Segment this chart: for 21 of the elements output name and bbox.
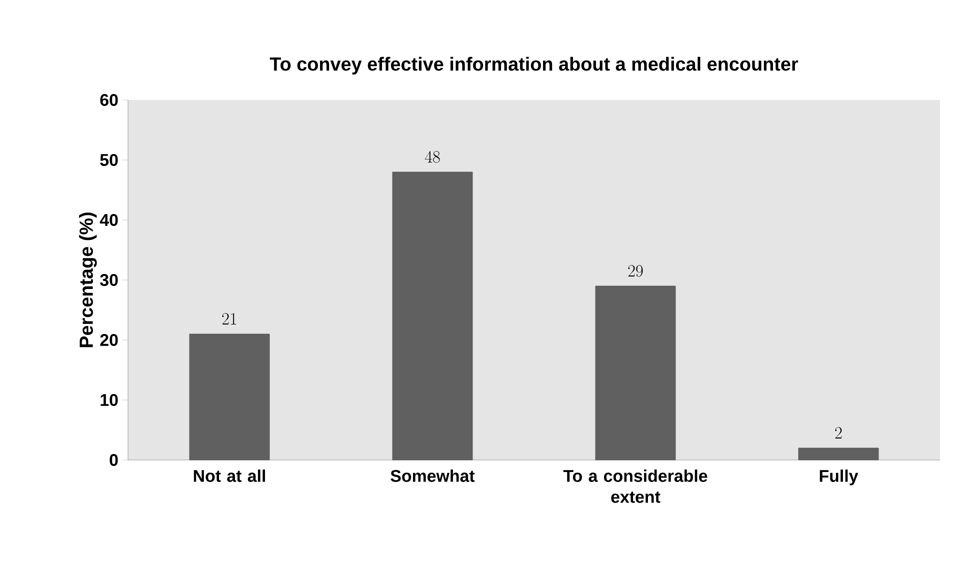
data-label: 21 [222, 313, 236, 324]
bar [392, 172, 473, 460]
y-tick-label: 40 [100, 214, 118, 226]
y-tick-label: 50 [100, 154, 118, 166]
x-tick-label: Somewhat [390, 470, 475, 482]
data-label: 48 [424, 150, 440, 163]
y-tick-label: 20 [100, 334, 118, 346]
y-tick-label: 30 [100, 274, 118, 286]
x-tick-label: Not at all [194, 470, 265, 482]
y-axis-title: Percentage (%) [79, 212, 97, 348]
y-tick-label: 60 [100, 94, 118, 106]
y-tick-label: 10 [100, 394, 118, 406]
chart-title: To convey effective information about a medical encounter [270, 56, 798, 74]
x-tick-label: To a considerable extent [563, 470, 708, 503]
bar [189, 334, 270, 460]
data-label: 29 [628, 265, 643, 277]
x-tick-label: Fully [820, 470, 858, 486]
bar [798, 448, 879, 460]
data-label: 2 [835, 427, 842, 438]
bar [595, 286, 676, 460]
y-tick-label: 0 [110, 454, 118, 466]
